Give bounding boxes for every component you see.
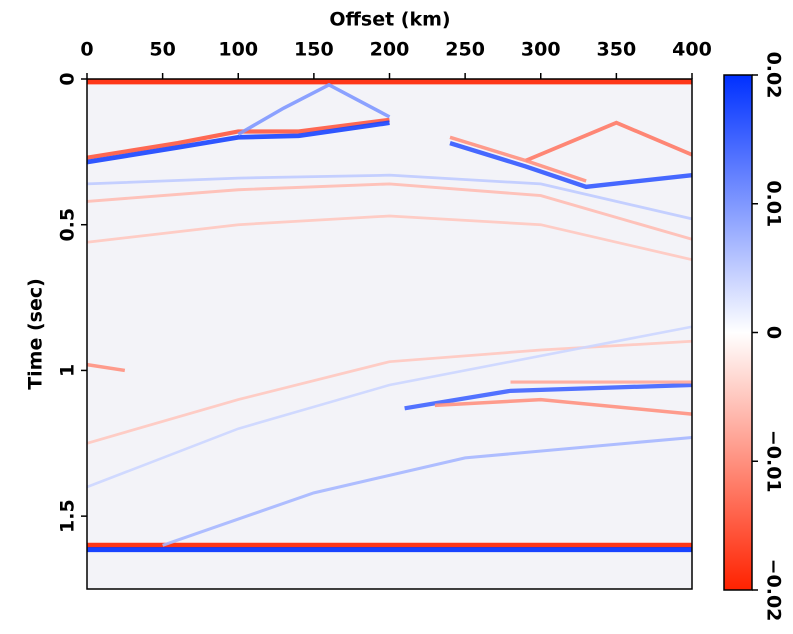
x-axis-title: Offset (km) [329, 9, 450, 31]
x-tick-label: 350 [597, 39, 637, 61]
x-tick-label: 400 [672, 39, 712, 61]
plot-background [87, 79, 692, 589]
reflection-event [86, 120, 390, 165]
reflection-event [449, 141, 693, 190]
reflection-event [162, 435, 693, 547]
x-tick-label: 150 [294, 39, 334, 61]
reflection-event [449, 135, 587, 183]
y-axis-title: Time (sec) [25, 278, 47, 390]
x-tick-label: 0 [80, 39, 93, 61]
colorbar-tick-label: −0.01 [763, 430, 785, 493]
x-tick-label: 100 [218, 39, 258, 61]
colorbar-tick-label: 0 [763, 326, 785, 339]
reflection-event [86, 325, 693, 489]
colorbar-tick-label: −0.02 [763, 559, 785, 622]
x-tick-label: 200 [370, 39, 410, 61]
x-tick-label: 250 [445, 39, 485, 61]
reflection-event [434, 397, 693, 416]
reflection-event [86, 117, 390, 160]
reflection-event [86, 182, 693, 241]
reflection-event [86, 362, 126, 373]
reflection-event [86, 214, 693, 262]
y-tick-label: 0.5 [57, 208, 79, 242]
x-tick-label: 300 [521, 39, 561, 61]
x-tick-label: 50 [149, 39, 175, 61]
y-tick-label: 1.5 [57, 499, 79, 533]
y-tick-label: 1 [57, 364, 79, 377]
y-tick-label: 0 [57, 72, 79, 85]
colorbar [723, 74, 753, 591]
reflection-event [86, 173, 693, 221]
colorbar-tick-label: 0.02 [763, 52, 785, 99]
reflection-event [237, 82, 391, 136]
colorbar-tick-label: 0.01 [763, 180, 785, 227]
reflection-event [524, 120, 693, 163]
reflection-event [404, 382, 693, 411]
